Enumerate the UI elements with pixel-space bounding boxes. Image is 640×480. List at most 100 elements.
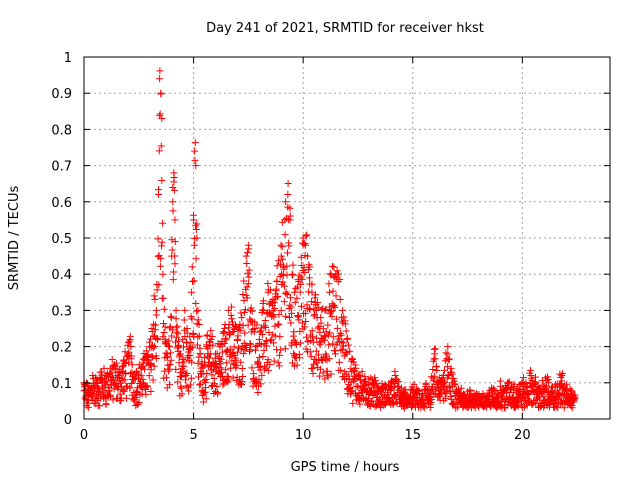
data-point bbox=[309, 338, 317, 346]
data-point bbox=[281, 345, 289, 353]
data-point bbox=[84, 403, 92, 411]
data-point bbox=[170, 268, 178, 276]
data-point bbox=[237, 345, 245, 353]
data-point bbox=[186, 352, 194, 360]
data-point bbox=[149, 353, 157, 361]
data-point bbox=[446, 388, 454, 396]
data-point bbox=[245, 347, 253, 355]
data-point bbox=[168, 332, 176, 340]
data-point bbox=[285, 314, 293, 322]
data-point bbox=[284, 249, 292, 257]
data-point bbox=[302, 333, 310, 341]
data-point bbox=[308, 333, 316, 341]
data-point bbox=[291, 353, 299, 361]
data-point bbox=[245, 266, 253, 274]
data-point bbox=[357, 376, 365, 384]
data-point bbox=[261, 317, 269, 325]
data-point bbox=[319, 369, 327, 377]
data-point bbox=[287, 319, 295, 327]
data-point bbox=[514, 402, 522, 410]
data-point bbox=[255, 376, 263, 384]
data-point bbox=[331, 303, 339, 311]
data-point bbox=[167, 312, 175, 320]
data-point bbox=[290, 350, 298, 358]
data-point bbox=[287, 294, 295, 302]
data-point bbox=[328, 262, 336, 270]
data-point bbox=[237, 358, 245, 366]
data-point bbox=[346, 347, 354, 355]
data-point bbox=[153, 286, 161, 294]
data-point bbox=[264, 367, 272, 375]
data-point bbox=[192, 222, 200, 230]
data-point bbox=[236, 320, 244, 328]
data-point bbox=[89, 372, 97, 380]
data-point bbox=[222, 336, 230, 344]
data-point bbox=[219, 381, 227, 389]
data-point bbox=[155, 252, 163, 260]
data-point bbox=[501, 386, 509, 394]
data-point bbox=[208, 371, 216, 379]
data-point bbox=[278, 270, 286, 278]
data-point bbox=[254, 358, 262, 366]
data-point bbox=[256, 362, 264, 370]
data-point bbox=[213, 383, 221, 391]
axis-ticks: 0 5 10 15 20 0 0.1 0.2 0.3 0.4 0.5 0.6 0.7 0.8 0.9 1 bbox=[51, 51, 610, 443]
data-point bbox=[264, 288, 272, 296]
data-point bbox=[508, 395, 516, 403]
data-point bbox=[501, 404, 509, 412]
data-point bbox=[242, 252, 250, 260]
data-point bbox=[299, 234, 307, 242]
data-point bbox=[236, 327, 244, 335]
data-point bbox=[139, 375, 147, 383]
data-point bbox=[326, 270, 334, 278]
data-point bbox=[162, 374, 170, 382]
data-point bbox=[335, 270, 343, 278]
data-point bbox=[202, 384, 210, 392]
data-point bbox=[331, 350, 339, 358]
data-point bbox=[568, 404, 576, 412]
grid bbox=[84, 57, 610, 419]
data-point bbox=[293, 361, 301, 369]
data-point bbox=[198, 361, 206, 369]
data-point bbox=[354, 383, 362, 391]
data-point bbox=[122, 369, 130, 377]
data-point bbox=[178, 390, 186, 398]
data-point bbox=[137, 364, 145, 372]
data-point bbox=[224, 376, 232, 384]
data-point bbox=[94, 384, 102, 392]
data-point bbox=[155, 191, 163, 199]
data-point bbox=[192, 255, 200, 263]
data-point bbox=[96, 402, 104, 410]
data-point bbox=[174, 378, 182, 386]
data-point bbox=[282, 198, 290, 206]
data-point bbox=[571, 393, 579, 401]
data-point bbox=[150, 320, 158, 328]
data-point bbox=[239, 372, 247, 380]
data-point bbox=[228, 357, 236, 365]
data-point bbox=[333, 315, 341, 323]
data-point bbox=[124, 339, 132, 347]
data-point bbox=[365, 401, 373, 409]
data-point bbox=[201, 388, 209, 396]
data-point bbox=[154, 336, 162, 344]
data-point bbox=[222, 348, 230, 356]
data-point bbox=[336, 296, 344, 304]
data-point bbox=[426, 404, 434, 412]
data-point bbox=[447, 364, 455, 372]
data-point bbox=[159, 219, 167, 227]
data-point bbox=[98, 368, 106, 376]
data-point bbox=[274, 321, 282, 329]
data-point bbox=[558, 372, 566, 380]
data-point bbox=[453, 386, 461, 394]
data-point bbox=[284, 191, 292, 199]
data-point bbox=[326, 329, 334, 337]
data-point bbox=[322, 350, 330, 358]
data-point bbox=[316, 372, 324, 380]
data-point bbox=[150, 362, 158, 370]
data-point bbox=[107, 369, 115, 377]
data-point bbox=[310, 355, 318, 363]
x-tick-label: 5 bbox=[189, 428, 197, 443]
data-point bbox=[470, 390, 478, 398]
data-point bbox=[429, 366, 437, 374]
data-point bbox=[195, 332, 203, 340]
